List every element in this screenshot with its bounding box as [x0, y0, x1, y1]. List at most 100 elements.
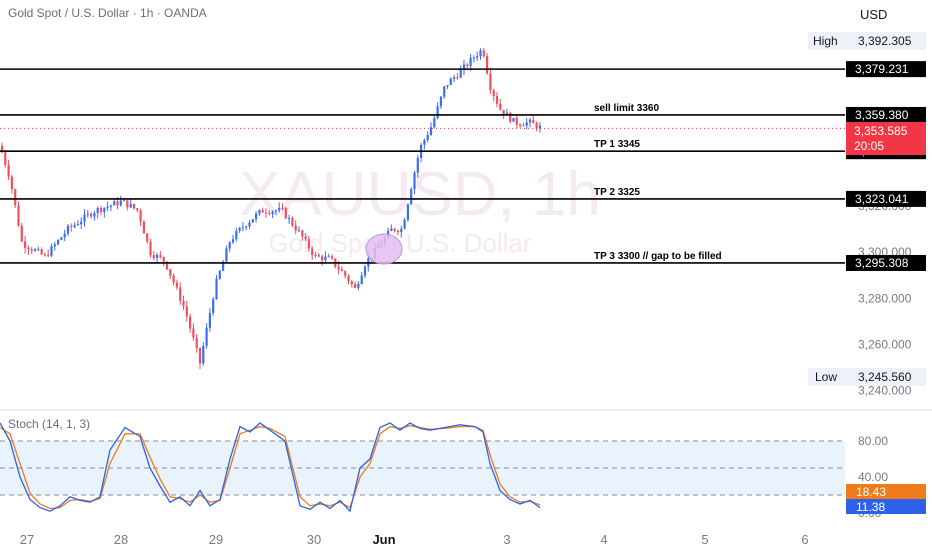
candle-body — [0, 145, 4, 153]
low-label-text: Low — [815, 370, 837, 384]
candle-body — [66, 225, 70, 234]
watermark-symbol: XAUUSD, 1h — [239, 160, 601, 229]
candle-body — [245, 226, 248, 228]
price-tick-label: 3,280.000 — [858, 291, 912, 305]
candle-body — [136, 208, 139, 211]
candle-body — [314, 255, 317, 257]
candle-body — [406, 204, 409, 220]
candle-body — [311, 248, 314, 256]
candle-body — [235, 230, 238, 240]
candle-body — [60, 237, 63, 240]
candle-body — [360, 275, 363, 284]
level-annotation: TP 2 3325 — [594, 187, 640, 198]
candle-body — [396, 230, 400, 233]
stoch-k-value: 11.38 — [856, 500, 885, 514]
stoch-tick-label: 40.00 — [858, 470, 888, 484]
candle-body — [73, 224, 76, 227]
candle-body — [344, 271, 347, 276]
candle-body — [271, 211, 274, 214]
candle-body — [446, 85, 449, 87]
candle-body — [24, 241, 27, 248]
candle-body — [482, 50, 485, 56]
candle-body — [261, 209, 264, 213]
candle-body — [4, 152, 7, 165]
candle-body — [532, 119, 535, 124]
chart-title: Gold Spot / U.S. Dollar · 1h · OANDA — [8, 6, 207, 20]
time-tick-label: 30 — [307, 532, 321, 547]
level-price-value: 3,379.231 — [855, 62, 909, 76]
candle-body — [284, 208, 287, 219]
time-axis: 27 28 29 30 Jun 3 4 5 6 — [20, 532, 809, 547]
candle-body — [443, 86, 446, 97]
candle-body — [195, 337, 198, 348]
candle-body — [357, 283, 360, 288]
price-axis-ticks: 3,240.0003,260.0003,280.0003,300.0003,32… — [858, 199, 912, 398]
current-price-badge: 3,353.585 20:05 — [846, 122, 926, 155]
level-annotation: sell limit 3360 — [594, 103, 659, 114]
currency-selector[interactable]: USD — [850, 4, 926, 26]
candle-body — [208, 313, 211, 328]
candle-body — [90, 213, 93, 217]
candle-body — [472, 57, 475, 59]
candle-body — [439, 96, 442, 107]
time-tick-label: 29 — [209, 532, 223, 547]
candle-body — [20, 225, 23, 242]
candle-body — [99, 207, 103, 212]
stoch-k-line — [0, 422, 541, 513]
candle-body — [47, 254, 50, 256]
candle-body — [172, 275, 175, 283]
candle-body — [228, 242, 231, 249]
candle-body — [50, 246, 53, 256]
candle-body — [347, 275, 350, 282]
candle-body — [462, 64, 466, 70]
time-tick-label: 4 — [600, 532, 607, 547]
candle-body — [502, 109, 505, 115]
stoch-guides — [0, 440, 845, 496]
candle-body — [70, 225, 73, 227]
candle-body — [255, 213, 258, 220]
candle-body — [106, 206, 109, 208]
candle-body — [37, 249, 40, 251]
time-tick-label: 6 — [801, 532, 808, 547]
candle-body — [390, 228, 393, 232]
level-price-badge — [846, 61, 926, 78]
candle-body — [179, 287, 182, 301]
candle-body — [281, 207, 284, 209]
stoch-d-line — [0, 425, 541, 510]
candle-body — [291, 218, 294, 226]
candle-body — [456, 77, 459, 79]
stoch-d-value: 18.43 — [856, 485, 886, 499]
candle-body — [324, 256, 327, 261]
level-annotation: TP 3 3300 // gap to be filled — [594, 251, 722, 262]
candle-body — [222, 261, 225, 271]
time-tick-label: 28 — [114, 532, 128, 547]
candle-body — [410, 189, 413, 205]
candle-body — [327, 256, 330, 258]
candle-body — [189, 316, 192, 329]
price-tick-label: 3,240.000 — [858, 384, 912, 398]
candle-body — [350, 281, 353, 285]
candle-body — [512, 117, 515, 122]
candle-body — [522, 125, 525, 127]
candle-body — [10, 176, 13, 190]
candle-body — [83, 214, 86, 222]
candle-body — [123, 200, 126, 202]
candle-body — [57, 239, 60, 245]
stoch-k-badge: 11.38 — [846, 499, 926, 514]
candle-body — [459, 69, 462, 78]
candle-body — [139, 210, 142, 222]
candle-body — [354, 284, 357, 288]
candle-body — [142, 221, 145, 234]
time-tick-label: 3 — [503, 532, 510, 547]
price-tick-label: 3,260.000 — [858, 338, 912, 352]
candle-body — [40, 249, 43, 255]
candle-body — [156, 254, 159, 258]
current-price-value: 3,353.585 — [854, 124, 908, 138]
candle-body — [27, 247, 30, 250]
high-label: High 3,392.305 — [808, 32, 926, 50]
high-label-text: High — [813, 34, 838, 48]
candle-body — [499, 103, 502, 110]
candle-body — [278, 207, 281, 211]
candle-body — [525, 122, 528, 126]
